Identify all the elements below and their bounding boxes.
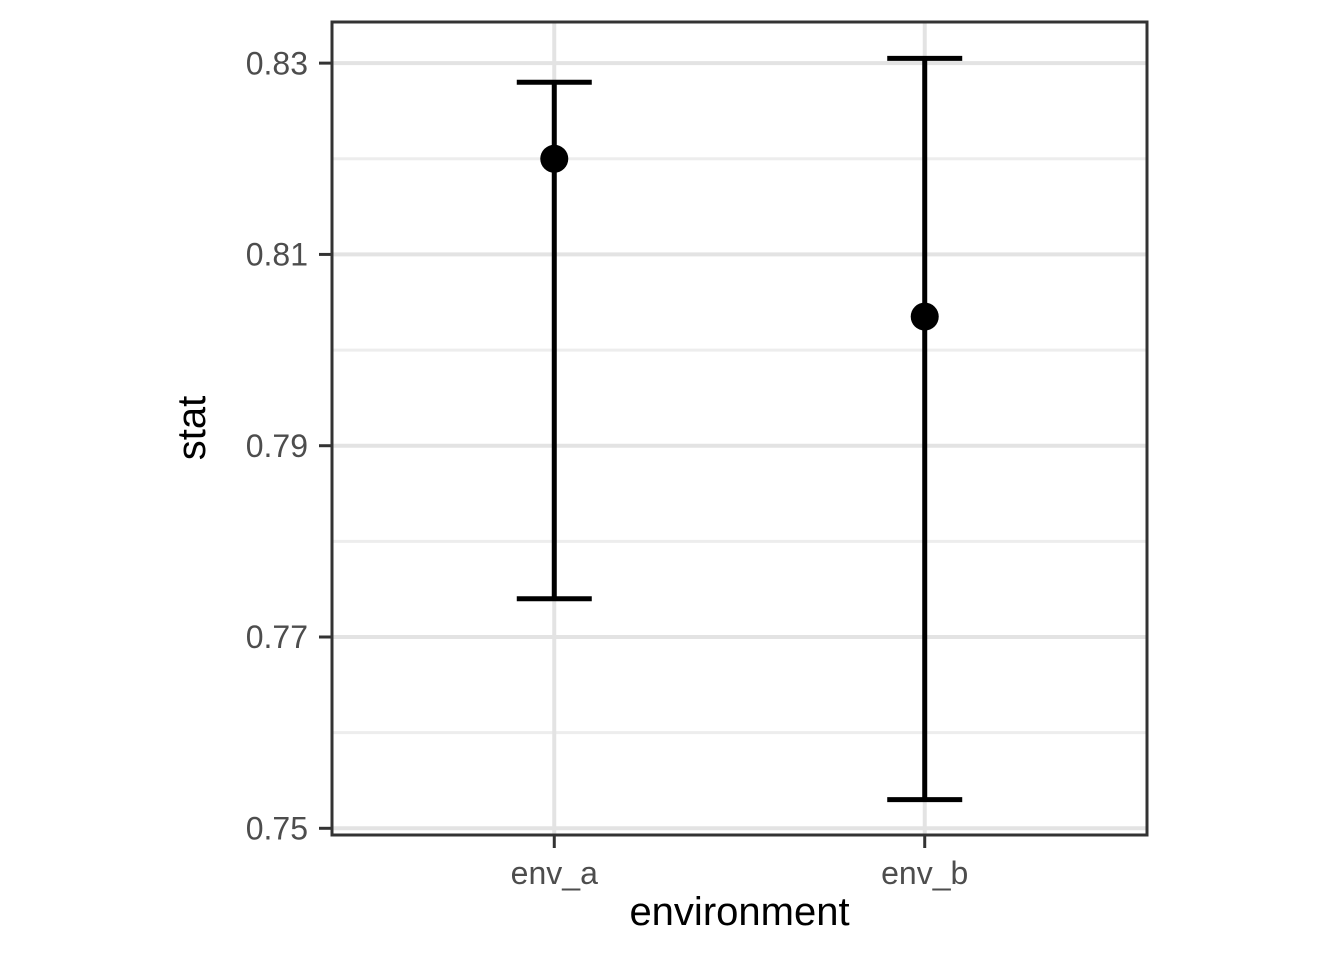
x-tick-label: env_b xyxy=(881,855,968,891)
point-env_b xyxy=(910,302,939,331)
y-tick-label: 0.79 xyxy=(246,428,308,464)
axes-layer: 0.75 0.77 0.79 0.81 0.83 env_a env_b xyxy=(246,45,969,891)
y-axis-title: stat xyxy=(170,396,214,460)
y-tick-label: 0.77 xyxy=(246,619,308,655)
point-env_a xyxy=(540,144,569,173)
gridlines-layer xyxy=(332,22,1147,835)
frame-layer xyxy=(330,20,1149,837)
data-layer xyxy=(516,55,963,803)
panel-border xyxy=(330,20,1149,837)
x-axis-title: environment xyxy=(629,890,849,934)
y-tick-label: 0.83 xyxy=(246,45,308,81)
y-tick-label: 0.81 xyxy=(246,237,308,273)
y-tick-label: 0.75 xyxy=(246,811,308,847)
x-tick-label: env_a xyxy=(511,855,598,891)
